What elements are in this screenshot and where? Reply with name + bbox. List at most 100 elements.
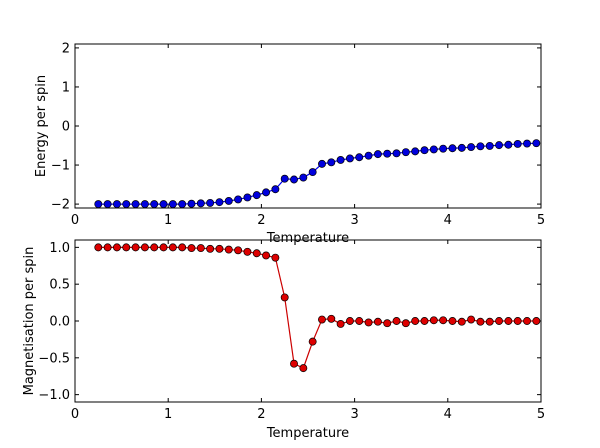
data-point xyxy=(345,154,354,163)
data-point xyxy=(196,244,205,253)
y-tick-label: 0.5 xyxy=(49,278,70,293)
data-point xyxy=(383,149,392,158)
y-axis-label: Energy per spin xyxy=(34,75,49,177)
data-point xyxy=(271,185,280,194)
data-point xyxy=(122,243,131,252)
x-tick-label: 3 xyxy=(350,407,358,422)
data-point xyxy=(178,243,187,252)
x-tick-label: 5 xyxy=(537,213,545,228)
data-point xyxy=(150,200,159,209)
data-point xyxy=(523,139,531,148)
data-point xyxy=(420,146,429,155)
data-point xyxy=(187,244,196,253)
data-point xyxy=(411,317,420,325)
data-point xyxy=(308,337,317,346)
data-point xyxy=(513,317,522,325)
data-point xyxy=(290,175,298,184)
y-axis-label: Magnetisation per spin xyxy=(22,247,37,396)
y-tick-label: 0.0 xyxy=(49,315,70,330)
data-point xyxy=(485,317,494,326)
x-tick-label: 4 xyxy=(444,407,452,422)
data-point xyxy=(178,200,187,209)
data-point xyxy=(495,317,504,325)
data-point xyxy=(523,317,531,325)
data-point xyxy=(457,317,466,326)
data-point xyxy=(103,243,112,252)
data-point xyxy=(131,243,140,252)
data-point xyxy=(150,243,159,252)
data-point xyxy=(373,317,382,326)
x-tick-label: 2 xyxy=(257,213,265,228)
data-point xyxy=(271,253,280,262)
data-point xyxy=(103,200,112,209)
data-point xyxy=(196,199,205,208)
data-point xyxy=(262,188,271,197)
data-point xyxy=(336,156,345,164)
y-tick-label: 1 xyxy=(62,80,70,95)
data-point xyxy=(94,243,103,252)
data-point xyxy=(140,243,149,252)
y-tick-label: −0.5 xyxy=(38,351,70,366)
data-point xyxy=(168,200,177,209)
x-tick-label: 5 xyxy=(537,407,545,422)
data-point xyxy=(224,197,233,205)
data-point xyxy=(262,251,271,260)
y-tick-label: 0 xyxy=(62,120,70,135)
data-point xyxy=(122,200,131,209)
y-tick-label: 1.0 xyxy=(49,241,70,256)
data-point xyxy=(215,198,224,207)
data-point xyxy=(159,200,168,209)
data-point xyxy=(224,245,233,254)
data-point xyxy=(215,244,224,253)
data-point xyxy=(504,317,513,325)
data-point xyxy=(476,317,485,326)
data-point xyxy=(448,144,457,153)
data-point xyxy=(318,315,326,324)
data-point xyxy=(140,200,149,209)
data-point xyxy=(467,315,476,324)
x-tick-label: 2 xyxy=(257,407,265,422)
x-tick-label: 4 xyxy=(444,213,452,228)
data-point xyxy=(243,247,252,256)
data-point xyxy=(280,293,289,302)
data-point xyxy=(392,317,401,325)
data-point xyxy=(252,249,261,258)
data-point xyxy=(504,140,513,149)
data-point xyxy=(429,316,438,325)
data-point xyxy=(234,246,243,255)
data-point xyxy=(355,153,364,162)
data-point xyxy=(485,141,494,150)
data-point xyxy=(112,200,121,209)
data-point xyxy=(532,139,541,148)
data-point xyxy=(187,199,196,208)
data-point xyxy=(299,364,308,373)
x-tick-label: 1 xyxy=(164,213,172,228)
data-point xyxy=(206,198,215,207)
data-point xyxy=(439,144,448,153)
x-tick-label: 0 xyxy=(71,213,79,228)
data-point xyxy=(495,141,504,150)
data-point xyxy=(401,148,410,157)
series-line xyxy=(98,246,537,369)
data-point xyxy=(243,193,252,202)
series-line xyxy=(98,142,537,205)
data-point xyxy=(345,317,354,325)
data-point xyxy=(429,145,438,154)
data-point xyxy=(355,317,364,325)
data-point xyxy=(299,173,308,182)
data-point xyxy=(439,316,448,325)
data-point xyxy=(327,158,336,167)
y-tick-label: −1 xyxy=(51,159,70,174)
data-point xyxy=(457,143,466,152)
data-point xyxy=(364,318,373,327)
data-point xyxy=(513,140,522,148)
plot-panel-2: 0 1 2 3 4 5 1.0 0.5 0.0 −0.5 −1.0 Temperature Magnet… xyxy=(22,239,545,441)
data-point xyxy=(252,191,261,200)
data-point xyxy=(94,200,103,209)
data-point xyxy=(234,195,243,204)
x-tick-label: 1 xyxy=(164,407,172,422)
data-point xyxy=(327,314,336,323)
data-point xyxy=(420,317,429,325)
